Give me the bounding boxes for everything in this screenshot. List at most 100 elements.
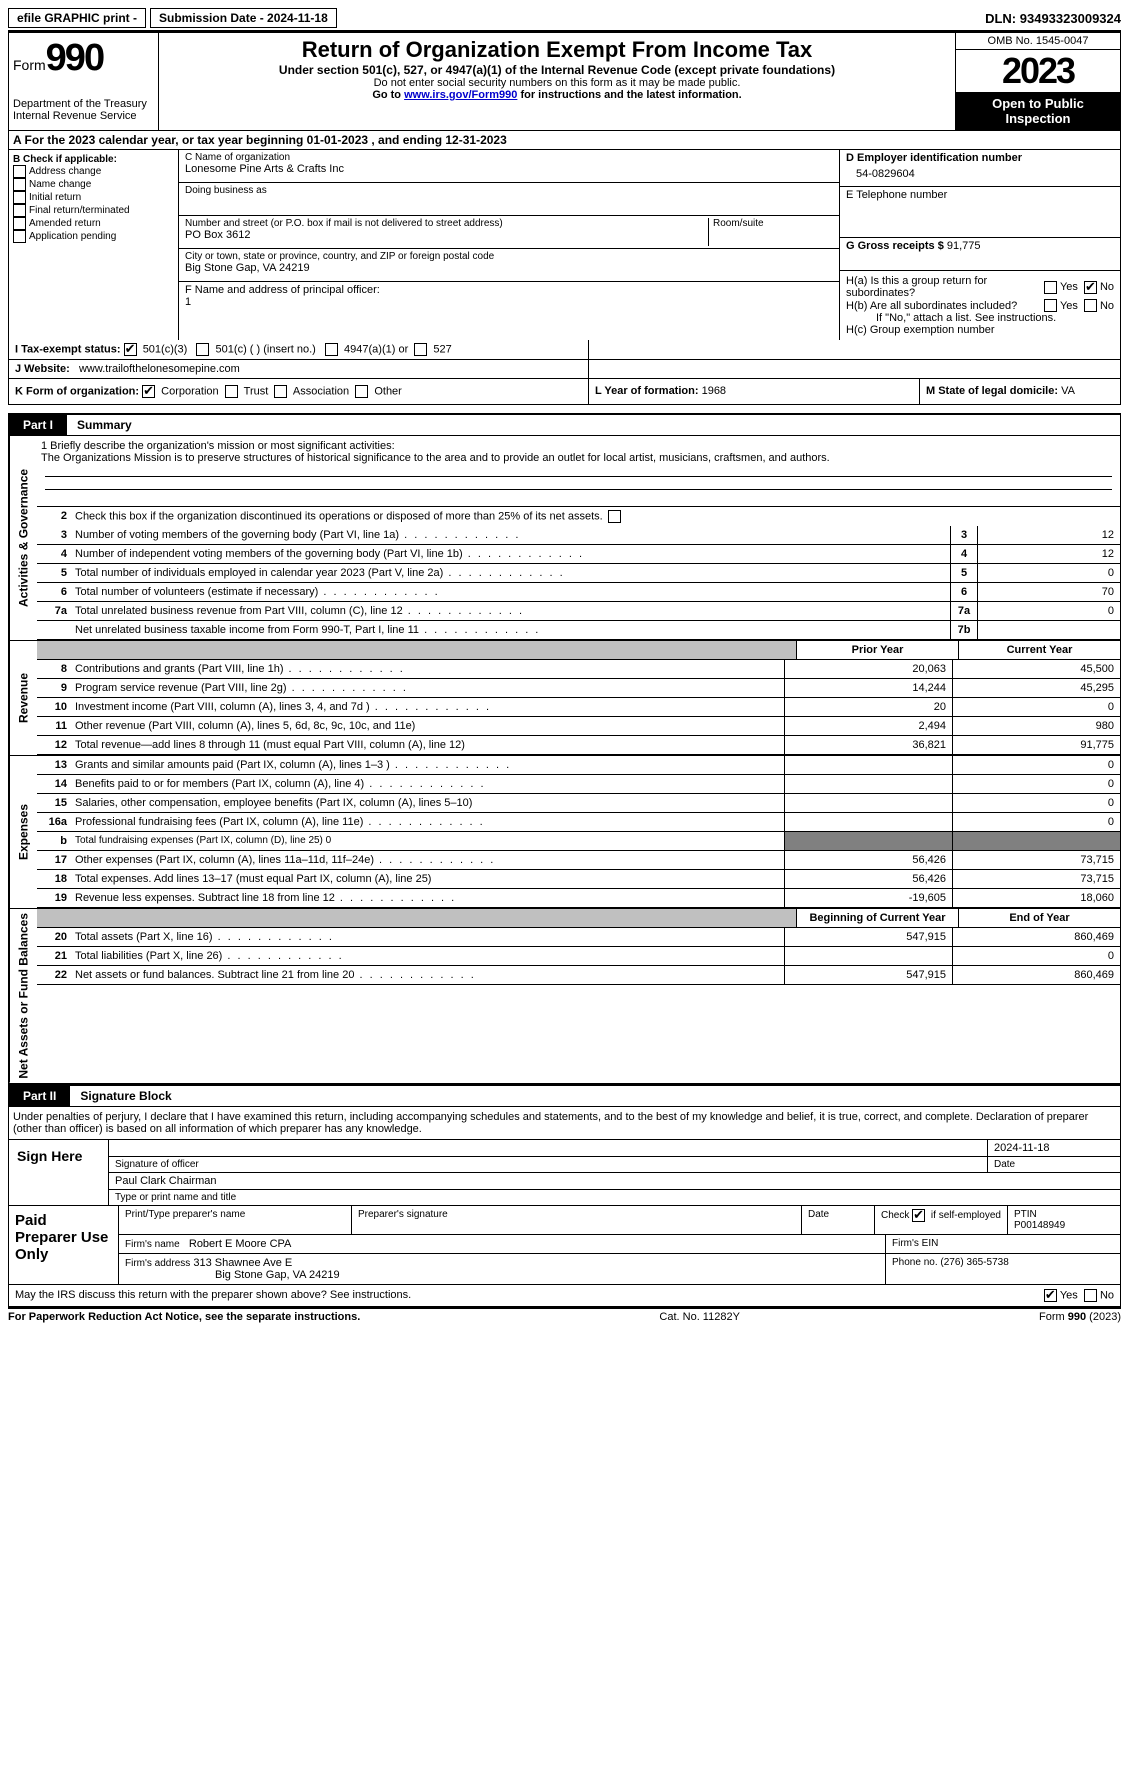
discuss-row: May the IRS discuss this return with the… — [8, 1285, 1121, 1307]
c-name-label: C Name of organization — [185, 152, 833, 163]
line3: Number of voting members of the governin… — [71, 526, 950, 544]
line11: Other revenue (Part VIII, column (A), li… — [71, 717, 784, 735]
final-cb[interactable] — [13, 204, 26, 217]
row-k-yof: L Year of formation: 1968 — [589, 379, 920, 404]
line8: Contributions and grants (Part VIII, lin… — [71, 660, 784, 678]
p21 — [784, 947, 952, 965]
addr-change-cb[interactable] — [13, 165, 26, 178]
dba-label: Doing business as — [185, 185, 833, 196]
mission-text: The Organizations Mission is to preserve… — [41, 452, 1116, 464]
prep-sig-label: Preparer's signature — [352, 1206, 802, 1234]
dept1: Department of the Treasury — [13, 98, 154, 110]
line2: Check this box if the organization disco… — [71, 507, 1120, 526]
form-sub: Under section 501(c), 527, or 4947(a)(1)… — [163, 63, 951, 77]
line13: Grants and similar amounts paid (Part IX… — [71, 756, 784, 774]
name-change-cb[interactable] — [13, 178, 26, 191]
gross: 91,775 — [947, 240, 981, 252]
ha-yes-cb[interactable] — [1044, 281, 1057, 294]
k-corp: Corporation — [161, 385, 218, 397]
part1-title: Summary — [67, 415, 142, 435]
footer-left: For Paperwork Reduction Act Notice, see … — [8, 1311, 360, 1323]
row-i: I Tax-exempt status: 501(c)(3) 501(c) ( … — [9, 340, 589, 359]
p16b — [784, 832, 952, 850]
footer-right: Form 990 (2023) — [1039, 1311, 1121, 1323]
prep-name-label: Print/Type preparer's name — [119, 1206, 352, 1234]
initial-cb[interactable] — [13, 191, 26, 204]
dln-label: DLN: — [985, 11, 1016, 26]
v7a: 0 — [977, 602, 1120, 620]
ha-no: No — [1100, 281, 1114, 293]
discuss-no: No — [1100, 1289, 1114, 1301]
discontinued-cb[interactable] — [608, 510, 621, 523]
hb-no-cb[interactable] — [1084, 299, 1097, 312]
dom-label: M State of legal domicile: — [926, 385, 1058, 397]
self-emp-cb[interactable] — [912, 1209, 925, 1222]
i-label: I Tax-exempt status: — [15, 343, 121, 355]
dept2: Internal Revenue Service — [13, 110, 154, 122]
part2-header: Part II Signature Block — [8, 1084, 1121, 1107]
addr: PO Box 3612 — [185, 229, 708, 241]
pending-cb[interactable] — [13, 230, 26, 243]
part2-lbl: Part II — [9, 1086, 70, 1106]
discuss-no-cb[interactable] — [1084, 1289, 1097, 1302]
assoc-cb[interactable] — [274, 385, 287, 398]
firm-ein-label: Firm's EIN — [886, 1235, 1120, 1253]
i-o4: 527 — [433, 343, 451, 355]
efile-btn[interactable]: efile GRAPHIC print - — [8, 8, 146, 28]
c15: 0 — [952, 794, 1120, 812]
v3: 12 — [977, 526, 1120, 544]
hdr-current: Current Year — [959, 641, 1120, 659]
p15 — [784, 794, 952, 812]
ptin-label: PTIN — [1014, 1209, 1114, 1220]
prep-date-label: Date — [802, 1206, 875, 1234]
officer: 1 — [185, 296, 833, 308]
hdr-prior: Prior Year — [797, 641, 959, 659]
trust-cb[interactable] — [225, 385, 238, 398]
officer-label: F Name and address of principal officer: — [185, 284, 833, 296]
p14 — [784, 775, 952, 793]
line12: Total revenue—add lines 8 through 11 (mu… — [71, 736, 784, 754]
line10: Investment income (Part VIII, column (A)… — [71, 698, 784, 716]
sig-date-label: Date — [988, 1157, 1120, 1172]
hb-yes-cb[interactable] — [1044, 299, 1057, 312]
hb: H(b) Are all subordinates included? — [846, 300, 1044, 312]
p12: 36,821 — [784, 736, 952, 754]
ha-no-cb[interactable] — [1084, 281, 1097, 294]
yof: 1968 — [702, 385, 726, 397]
sig-date: 2024-11-18 — [988, 1140, 1120, 1156]
discuss-yes: Yes — [1060, 1289, 1078, 1301]
row-k-form: K Form of organization: Corporation Trus… — [9, 379, 589, 404]
corp-cb[interactable] — [142, 385, 155, 398]
note2-post: for instructions and the latest informat… — [517, 89, 741, 101]
c14: 0 — [952, 775, 1120, 793]
527-cb[interactable] — [414, 343, 427, 356]
vtab-revenue: Revenue — [9, 641, 37, 755]
org-name: Lonesome Pine Arts & Crafts Inc — [185, 163, 833, 175]
tax-year: 2023 — [956, 50, 1120, 92]
header-right: OMB No. 1545-0047 2023 Open to Public In… — [955, 33, 1120, 130]
p10: 20 — [784, 698, 952, 716]
i-o2: 501(c) ( ) (insert no.) — [216, 343, 316, 355]
discuss-yes-cb[interactable] — [1044, 1289, 1057, 1302]
c9: 45,295 — [952, 679, 1120, 697]
submission-btn[interactable]: Submission Date - 2024-11-18 — [150, 8, 337, 28]
4947-cb[interactable] — [325, 343, 338, 356]
firm-name-label: Firm's name — [125, 1239, 180, 1250]
p17: 56,426 — [784, 851, 952, 869]
ein-label: D Employer identification number — [846, 152, 1022, 164]
c10: 0 — [952, 698, 1120, 716]
501c-cb[interactable] — [196, 343, 209, 356]
instructions-link[interactable]: www.irs.gov/Form990 — [404, 89, 517, 101]
amended-cb[interactable] — [13, 217, 26, 230]
c12: 91,775 — [952, 736, 1120, 754]
line20: Total assets (Part X, line 16) — [71, 928, 784, 946]
self-emp: if self-employed — [931, 1210, 1001, 1221]
part1-lbl: Part I — [9, 415, 67, 435]
line9: Program service revenue (Part VIII, line… — [71, 679, 784, 697]
other-cb[interactable] — [355, 385, 368, 398]
501c3-cb[interactable] — [124, 343, 137, 356]
col-c: C Name of organization Lonesome Pine Art… — [179, 150, 840, 340]
c22: 860,469 — [952, 966, 1120, 984]
penalty-text: Under penalties of perjury, I declare th… — [8, 1107, 1121, 1139]
firm-name: Robert E Moore CPA — [189, 1238, 292, 1250]
